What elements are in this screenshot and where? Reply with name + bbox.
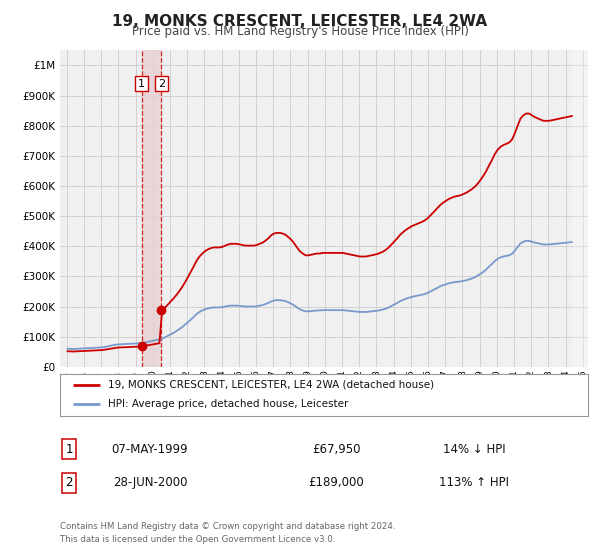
Text: 14% ↓ HPI: 14% ↓ HPI — [443, 442, 505, 456]
Text: 1: 1 — [65, 442, 73, 456]
Text: 2: 2 — [158, 78, 165, 88]
Bar — [142, 50, 161, 367]
Text: 07-MAY-1999: 07-MAY-1999 — [112, 442, 188, 456]
Text: This data is licensed under the Open Government Licence v3.0.: This data is licensed under the Open Gov… — [60, 535, 335, 544]
Text: 1: 1 — [138, 78, 145, 88]
Text: Price paid vs. HM Land Registry's House Price Index (HPI): Price paid vs. HM Land Registry's House … — [131, 25, 469, 38]
Bar — [574, 50, 588, 367]
Text: HPI: Average price, detached house, Leicester: HPI: Average price, detached house, Leic… — [107, 399, 348, 409]
Text: 113% ↑ HPI: 113% ↑ HPI — [439, 476, 509, 489]
Text: 28-JUN-2000: 28-JUN-2000 — [113, 476, 187, 489]
Text: 2: 2 — [65, 476, 73, 489]
Bar — [572, 50, 588, 367]
Text: £67,950: £67,950 — [312, 442, 360, 456]
Text: Contains HM Land Registry data © Crown copyright and database right 2024.: Contains HM Land Registry data © Crown c… — [60, 522, 395, 531]
Text: £189,000: £189,000 — [308, 476, 364, 489]
Text: 19, MONKS CRESCENT, LEICESTER, LE4 2WA: 19, MONKS CRESCENT, LEICESTER, LE4 2WA — [112, 14, 488, 29]
Text: 19, MONKS CRESCENT, LEICESTER, LE4 2WA (detached house): 19, MONKS CRESCENT, LEICESTER, LE4 2WA (… — [107, 380, 434, 390]
